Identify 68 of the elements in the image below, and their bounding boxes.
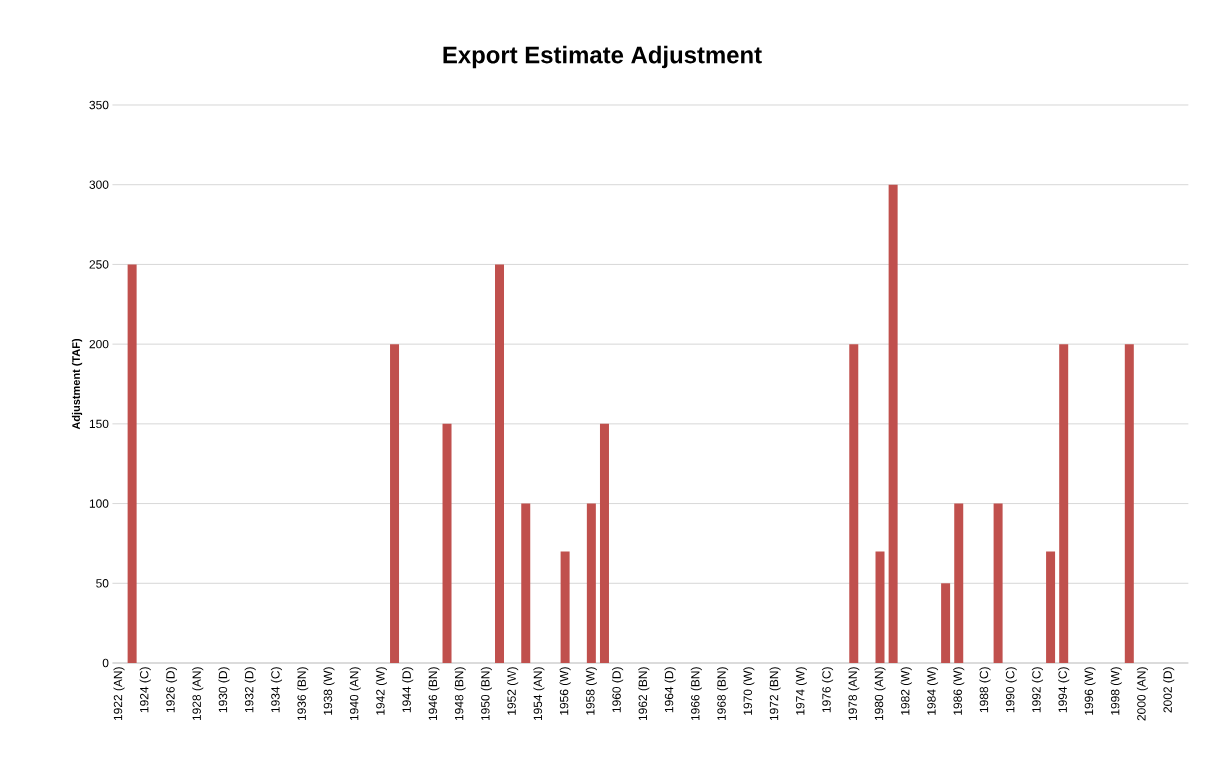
x-tick-label: 1930 (D) — [218, 667, 230, 713]
x-tick-label: 1950 (BN) — [480, 667, 492, 721]
bar — [599, 423, 609, 663]
x-tick-label: 1960 (D) — [612, 667, 624, 713]
x-tick-label: 1972 (BN) — [769, 667, 781, 721]
bar — [560, 551, 570, 663]
bar — [954, 503, 964, 663]
x-tick-label: 1968 (BN) — [717, 667, 729, 721]
x-tick-label: 1984 (W) — [926, 667, 939, 715]
y-tick-label: 0 — [102, 658, 109, 668]
x-tick-label: 1922 (AN) — [113, 667, 125, 721]
x-tick-label: 2002 (D) — [1163, 667, 1175, 713]
x-tick-label: 1946 (BN) — [428, 667, 440, 721]
x-tick-label: 1928 (AN) — [192, 667, 204, 721]
x-tick-label: 1990 (C) — [1005, 667, 1017, 713]
x-tick-label: 1980 (AN) — [874, 667, 886, 721]
x-tick-label: 1958 (W) — [585, 667, 597, 715]
x-tick-label: 1962 (BN) — [638, 667, 650, 721]
y-tick-label: 300 — [89, 180, 109, 189]
bar — [993, 503, 1003, 663]
bar — [442, 423, 452, 663]
chart-title: Export Estimate Adjustment — [443, 45, 762, 69]
x-tick-label: 1934 (C) — [270, 667, 283, 713]
y-tick-label: 50 — [96, 579, 109, 588]
bar — [1124, 344, 1134, 663]
x-tick-label: 1992 (C) — [1031, 667, 1044, 713]
x-tick-label: 1952 (W) — [507, 667, 519, 715]
bar — [390, 344, 400, 663]
x-tick-label: 1932 (D) — [244, 667, 256, 713]
y-tick-label: 150 — [89, 419, 109, 429]
bar — [941, 583, 951, 663]
bar — [875, 551, 885, 663]
x-tick-label: 1998 (W) — [1110, 667, 1122, 715]
x-tick-label: 1942 (W) — [375, 667, 387, 715]
x-tick-label: 1974 (W) — [795, 667, 807, 715]
x-tick-label: 1924 (C) — [139, 667, 151, 713]
x-tick-label: 1976 (C) — [821, 667, 834, 713]
bar — [1046, 551, 1056, 663]
x-tick-label: 2000 (AN) — [1136, 667, 1148, 721]
bar — [849, 344, 859, 663]
x-tick-label: 1956 (W) — [559, 667, 571, 715]
x-tick-label: 1926 (D) — [165, 667, 178, 713]
x-tick-label: 1954 (AN) — [533, 667, 545, 721]
x-tick-label: 1982 (W) — [900, 667, 912, 715]
bar — [1059, 344, 1069, 663]
y-tick-label: 100 — [89, 499, 109, 508]
y-tick-label: 350 — [89, 100, 109, 110]
x-tick-label: 1938 (W) — [323, 667, 335, 715]
x-tick-label: 1940 (AN) — [349, 667, 361, 721]
y-tick-label: 200 — [89, 339, 109, 349]
x-tick-label: 1948 (BN) — [454, 667, 466, 721]
y-tick-label: 250 — [89, 260, 109, 269]
x-tick-label: 1944 (D) — [402, 667, 414, 713]
x-tick-label: 1978 (AN) — [848, 667, 860, 721]
bar — [495, 264, 504, 663]
bar — [127, 264, 137, 663]
y-axis-title: Adjustment (TAF) — [71, 338, 83, 430]
bar — [888, 184, 898, 663]
x-tick-label: 1988 (C) — [979, 667, 991, 713]
x-tick-label: 1994 (C) — [1058, 667, 1070, 713]
bar — [586, 503, 596, 663]
x-tick-label: 1970 (W) — [743, 667, 755, 715]
x-tick-label: 1936 (BN) — [297, 667, 309, 721]
x-tick-label: 1964 (D) — [664, 667, 676, 713]
x-tick-label: 1996 (W) — [1084, 667, 1096, 715]
x-tick-label: 1986 (W) — [953, 667, 965, 715]
x-tick-label: 1966 (BN) — [690, 667, 702, 721]
bar — [521, 503, 531, 663]
